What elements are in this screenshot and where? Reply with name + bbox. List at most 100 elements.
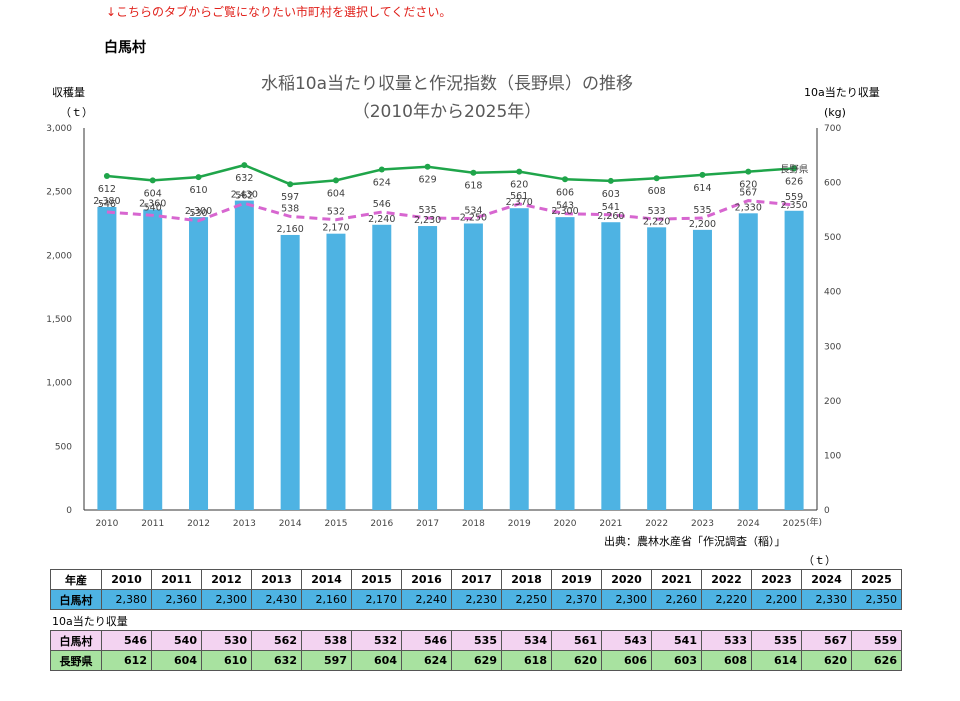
- yield-cell: 2,260: [651, 589, 702, 610]
- year-cell: 2016: [401, 569, 452, 590]
- nagano-per-area-cell: 632: [251, 650, 302, 671]
- hakuba-value-label: 533: [648, 206, 666, 217]
- x-tick-label: 2019: [508, 519, 531, 529]
- hakuba-value-label: 543: [556, 201, 574, 212]
- nagano-per-area-cell: 608: [701, 650, 752, 671]
- hakuba-value-label: 546: [373, 199, 391, 210]
- right-tick-label: 500: [824, 233, 841, 243]
- bar-value-label: 2,220: [643, 216, 670, 227]
- per-area-table: 白馬村 546 540 530 562 538 532 546 535 534 561 543 541…: [50, 630, 902, 671]
- right-tick-label: 400: [824, 288, 841, 298]
- x-tick-label: 2022: [645, 519, 668, 529]
- yield-cell: 2,350: [851, 589, 902, 610]
- table-unit: （ｔ）: [803, 554, 836, 567]
- nagano-per-area-cell: 610: [201, 650, 252, 671]
- bar-value-label: 2,350: [780, 200, 807, 211]
- x-tick-label: 2011: [141, 519, 164, 529]
- nagano-per-area-cell: 629: [451, 650, 502, 671]
- left-tick-label: 2,000: [46, 251, 72, 261]
- bar: [463, 223, 483, 510]
- hakuba-per-area-cell: 546: [401, 630, 452, 651]
- x-tick-label: 2014: [279, 519, 302, 529]
- bar-value-label: 2,240: [368, 214, 395, 225]
- year-cell: 2014: [301, 569, 352, 590]
- yield-cell: 2,250: [501, 589, 552, 610]
- year-cell: 2015: [351, 569, 402, 590]
- nagano-per-area-cell: 604: [351, 650, 402, 671]
- bar: [280, 234, 300, 510]
- right-axis-label: 10a当たり収量: [804, 85, 880, 99]
- hakuba-per-area-cell: 540: [151, 630, 202, 651]
- year-cell: 2011: [151, 569, 202, 590]
- nagano-per-area-cell: 620: [801, 650, 852, 671]
- x-tick-label: 2024: [737, 519, 760, 529]
- yield-cell: 2,230: [451, 589, 502, 610]
- right-tick-label: 700: [824, 124, 841, 134]
- bar-value-label: 2,260: [597, 211, 624, 222]
- hakuba-value-label: 535: [419, 205, 437, 216]
- nagano-point: [378, 166, 385, 173]
- yield-table: 年産 2010 2011 2012 2013 2014 2015 2016 2017 2018 2…: [50, 569, 902, 610]
- right-axis-unit: (kg): [824, 106, 846, 119]
- yield-row-label: 白馬村: [50, 589, 102, 610]
- hakuba-yield-row: 白馬村 2,380 2,360 2,300 2,430 2,160 2,170 2,240 2…: [50, 589, 902, 610]
- bar: [509, 208, 529, 510]
- x-tick-label: 2013: [233, 519, 256, 529]
- hakuba-per-area-cell: 541: [651, 630, 702, 651]
- bar: [647, 227, 667, 510]
- bar-value-label: 2,160: [277, 224, 304, 235]
- hakuba-value-label: 535: [693, 205, 711, 216]
- nagano-value-label: 626: [785, 176, 803, 187]
- hakuba-per-area-cell: 562: [251, 630, 302, 651]
- instruction-notice: ↓こちらのタブからご覧になりたい市町村を選択してください。: [106, 5, 452, 19]
- bar: [234, 200, 254, 510]
- nagano-point: [332, 177, 339, 184]
- right-tick-label: 100: [824, 451, 841, 461]
- nagano-value-label: 620: [739, 180, 757, 191]
- hakuba-per-area-cell: 561: [551, 630, 602, 651]
- nagano-value-label: 618: [464, 181, 482, 192]
- bar-value-label: 2,300: [185, 206, 212, 217]
- nagano-per-area-cell: 626: [851, 650, 902, 671]
- right-tick-label: 200: [824, 397, 841, 407]
- chart-title: 水稲10a当たり収量と作況指数（長野県）の推移: [261, 74, 633, 94]
- nagano-value-label: 632: [235, 173, 253, 184]
- left-tick-label: 3,000: [46, 124, 72, 134]
- x-tick-label: 2010: [95, 519, 118, 529]
- nagano-point: [103, 173, 110, 180]
- year-cell: 2012: [201, 569, 252, 590]
- bar: [784, 210, 804, 510]
- year-header: 年産: [50, 569, 102, 590]
- hakuba-value-label: 559: [785, 192, 803, 203]
- hakuba-value-label: 546: [98, 199, 116, 210]
- bar-value-label: 2,300: [551, 206, 578, 217]
- yield-cell: 2,170: [351, 589, 402, 610]
- nagano-value-label: 612: [98, 184, 116, 195]
- hakuba-per-area-cell: 559: [851, 630, 902, 651]
- hakuba-per-area-cell: 534: [501, 630, 552, 651]
- right-tick-label: 600: [824, 179, 841, 189]
- nagano-point: [241, 162, 248, 169]
- nagano-series-label: 長野県: [780, 164, 809, 175]
- per-area-caption: 10a当たり収量: [52, 615, 128, 628]
- nagano-line: [106, 163, 795, 186]
- hakuba-value-label: 532: [327, 207, 345, 218]
- bar-value-label: 2,370: [506, 197, 533, 208]
- year-cell: 2024: [801, 569, 852, 590]
- x-tick-label: 2025: [783, 519, 806, 529]
- yield-cell: 2,370: [551, 589, 602, 610]
- bar: [738, 213, 758, 510]
- nagano-point: [745, 168, 752, 175]
- bar: [97, 206, 117, 511]
- nagano-per-area-row: 長野県 612 604 610 632 597 604 624 629 618 620 606 603…: [50, 650, 902, 671]
- x-tick-label: 2012: [187, 519, 210, 529]
- nagano-value-label: 620: [510, 180, 528, 191]
- lines: [103, 162, 798, 223]
- yield-cell: 2,300: [601, 589, 652, 610]
- nagano-point: [516, 168, 523, 175]
- nagano-point: [791, 165, 798, 172]
- hakuba-per-area-row: 白馬村 546 540 530 562 538 532 546 535 534 561 543 541…: [50, 630, 902, 651]
- bar: [189, 217, 209, 510]
- x-tick-label: 2020: [554, 519, 577, 529]
- nagano-point: [699, 171, 706, 178]
